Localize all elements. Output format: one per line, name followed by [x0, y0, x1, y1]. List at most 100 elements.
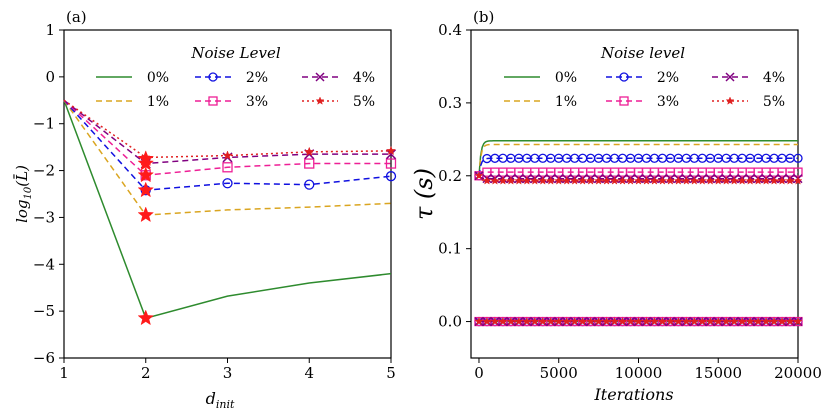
- legend-item-5pct: 5%: [712, 94, 785, 110]
- series-5pct: [474, 171, 803, 326]
- data-point: [705, 316, 715, 326]
- legend-label: 0%: [555, 70, 577, 86]
- x-tick-label: 3: [223, 364, 233, 382]
- series-line: [63, 99, 392, 192]
- data-point: [753, 316, 763, 326]
- data-point: [222, 162, 233, 173]
- series-line-upper: [478, 140, 798, 176]
- data-point: [657, 316, 667, 326]
- data-point: [570, 176, 580, 185]
- data-point: [729, 176, 739, 185]
- legend-marker: [208, 96, 218, 106]
- y-axis-title-main: log: [13, 199, 31, 222]
- series-3pct: [63, 99, 397, 181]
- y-tick-label: −1: [33, 115, 55, 133]
- data-point: [554, 316, 564, 326]
- data-point: [737, 176, 747, 185]
- legend-title: Noise Level: [190, 44, 280, 62]
- data-point: [586, 176, 596, 185]
- data-point: [729, 316, 739, 326]
- legend-marker: [725, 72, 735, 82]
- data-point: [769, 176, 779, 185]
- x-tick-label: 10000: [615, 364, 663, 382]
- highlight-star: [137, 206, 155, 223]
- data-point: [506, 176, 516, 185]
- series-3pct: [474, 167, 803, 327]
- y-axis-title-space: [410, 199, 438, 207]
- panel-label: (b): [473, 8, 494, 26]
- data-point: [785, 316, 795, 326]
- data-point: [546, 176, 556, 185]
- data-point: [785, 176, 795, 185]
- y-tick-label: 0.3: [438, 94, 462, 112]
- legend-item-1pct: 1%: [504, 94, 577, 110]
- data-point: [385, 171, 397, 182]
- data-point: [705, 176, 715, 185]
- y-tick-label: −6: [33, 349, 55, 367]
- data-point: [530, 316, 540, 326]
- data-point: [649, 316, 659, 326]
- data-point: [546, 316, 556, 326]
- data-point: [713, 176, 723, 185]
- y-axis-title-arg: (L̄): [13, 165, 31, 187]
- x-tick-label: 15000: [694, 364, 742, 382]
- data-point: [586, 316, 596, 326]
- data-point: [793, 316, 803, 326]
- legend-label: 4%: [763, 70, 785, 86]
- data-point: [562, 176, 572, 185]
- legend-item-0pct: 0%: [96, 70, 169, 86]
- data-point: [538, 176, 548, 185]
- data-point: [385, 158, 397, 169]
- y-tick-label: −3: [33, 208, 55, 226]
- data-point: [713, 316, 723, 326]
- data-point: [697, 316, 707, 326]
- data-point: [570, 316, 580, 326]
- data-point: [649, 176, 659, 185]
- legend-label: 1%: [147, 94, 169, 110]
- y-tick-label: 0.2: [438, 167, 462, 185]
- legend-item-2pct: 2%: [606, 70, 679, 86]
- y-tick-label: 1: [45, 21, 55, 39]
- data-point: [634, 176, 643, 185]
- data-point: [538, 316, 548, 326]
- marker-stroke: [315, 72, 325, 82]
- legend-item-1pct: 1%: [96, 94, 169, 110]
- data-point: [761, 176, 771, 185]
- highlight-star: [137, 154, 155, 171]
- data-point: [641, 316, 651, 326]
- legend-item-4pct: 4%: [302, 70, 375, 86]
- data-point: [777, 176, 787, 185]
- x-tick-label: 20000: [774, 364, 822, 382]
- legend-title: Noise level: [600, 44, 685, 62]
- data-point: [498, 316, 508, 326]
- data-point: [618, 176, 628, 185]
- data-point: [737, 316, 747, 326]
- data-point: [793, 153, 803, 163]
- data-point: [490, 316, 500, 326]
- data-point: [745, 176, 755, 185]
- data-point: [602, 316, 612, 326]
- y-tick-label: 0.0: [438, 313, 462, 331]
- series-line: [63, 100, 392, 320]
- legend-item-0pct: 0%: [504, 70, 577, 86]
- x-axis-title-main: d: [206, 389, 216, 408]
- data-point: [562, 316, 572, 326]
- data-point: [578, 316, 588, 326]
- data-point: [697, 176, 707, 185]
- data-point: [681, 316, 691, 326]
- legend-marker: [619, 96, 629, 106]
- data-point: [474, 171, 484, 180]
- data-point: [498, 176, 508, 185]
- legend-label: 5%: [763, 94, 785, 110]
- data-point: [681, 176, 691, 185]
- data-point: [665, 316, 675, 326]
- data-point: [474, 316, 484, 326]
- marker-stroke: [385, 149, 397, 160]
- data-point: [530, 176, 540, 185]
- y-tick-label: 0.4: [438, 21, 462, 39]
- data-point: [745, 316, 755, 326]
- data-point: [721, 176, 731, 185]
- series-0pct: [63, 100, 392, 320]
- y-axis-title-sub: 10: [23, 186, 34, 199]
